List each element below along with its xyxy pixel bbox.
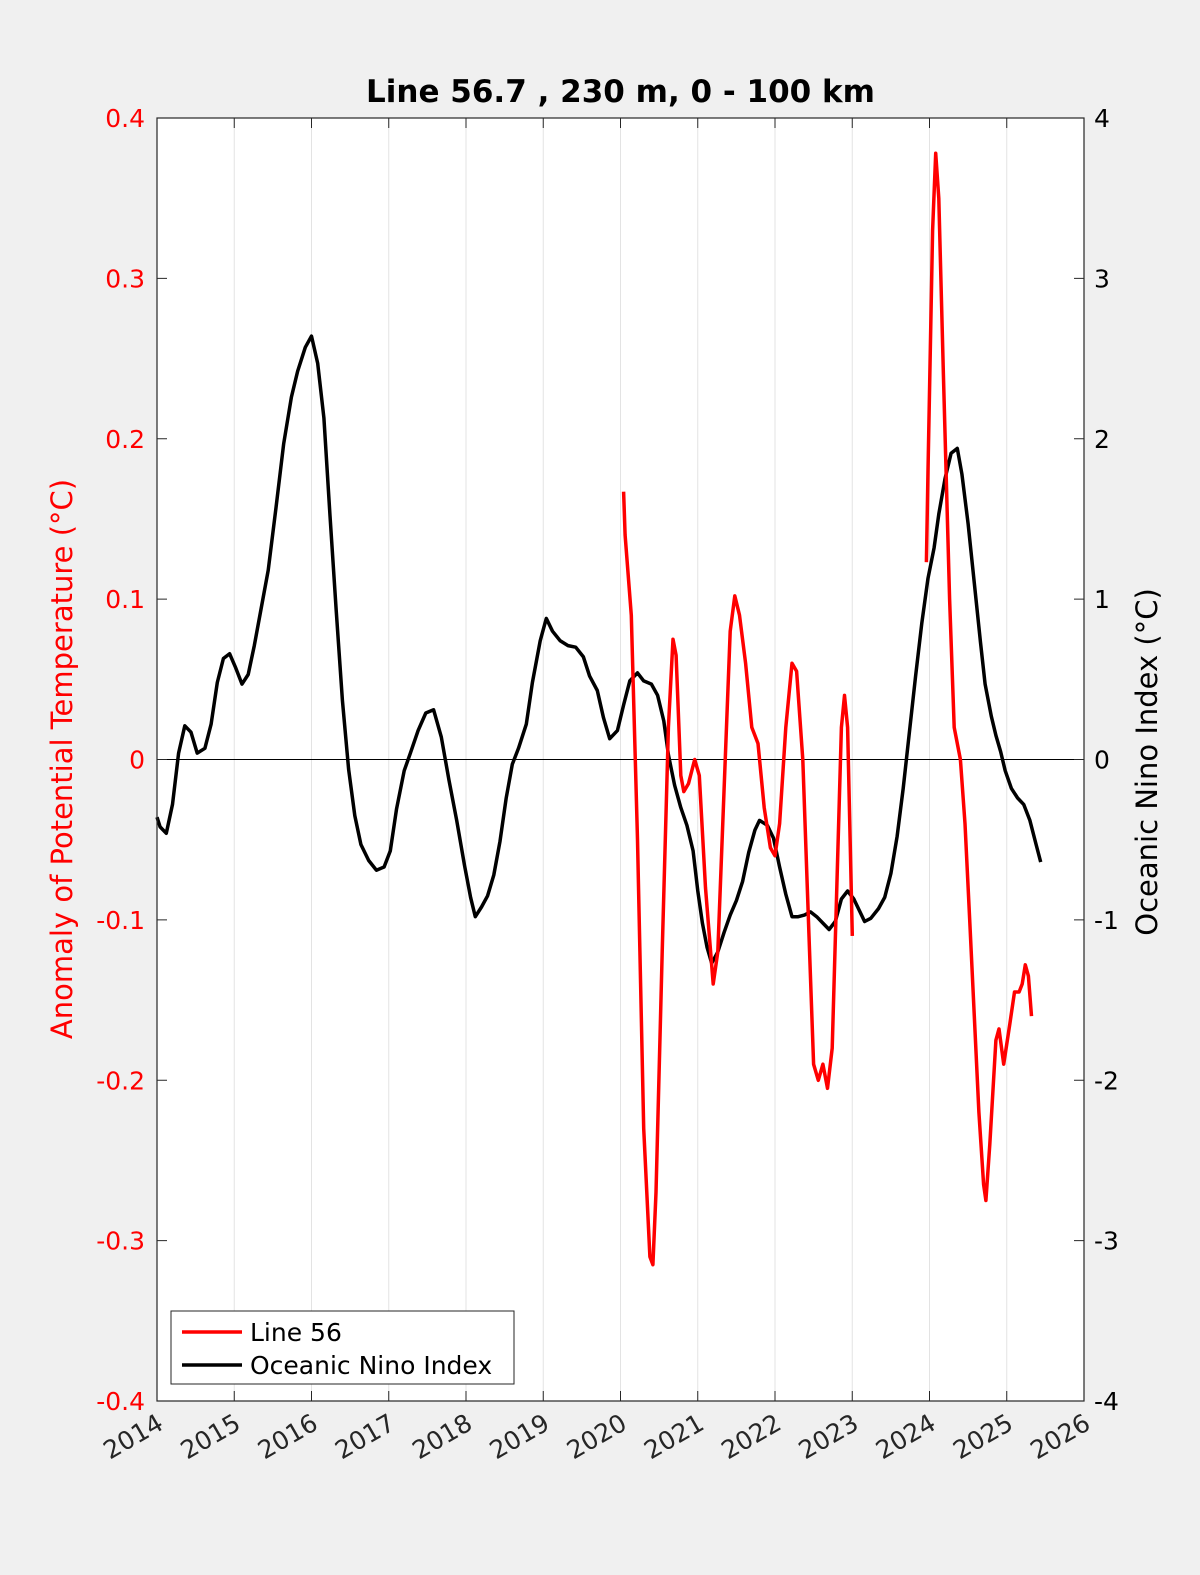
y-tick-label-right: 1: [1094, 585, 1110, 614]
y-tick-label-left: -0.4: [96, 1387, 145, 1416]
y-tick-label-right: 4: [1094, 104, 1110, 133]
y-tick-label-right: -3: [1094, 1227, 1119, 1256]
y-tick-label-left: 0.1: [105, 585, 145, 614]
legend: Line 56 Oceanic Nino Index: [170, 1310, 515, 1385]
y-tick-label-right: -4: [1094, 1387, 1119, 1416]
series-line-oni: [155, 334, 1043, 965]
chart-title: Line 56.7 , 230 m, 0 - 100 km: [366, 74, 875, 110]
legend-box: [170, 1310, 515, 1385]
y-tick-label-left: -0.1: [96, 906, 145, 935]
y-tick-label-left: 0: [129, 746, 145, 775]
legend-label-oni: Oceanic Nino Index: [250, 1351, 492, 1380]
y-tick-label-left: -0.2: [96, 1066, 145, 1095]
y-tick-label-left: -0.3: [96, 1227, 145, 1256]
legend-label-line56: Line 56: [250, 1318, 342, 1347]
y-axis-label-right: Oceanic Nino Index (°C): [1130, 588, 1164, 936]
y-tick-label-right: -2: [1094, 1066, 1119, 1095]
y-tick-label-left: 0.2: [105, 425, 145, 454]
y-tick-label-left: 0.3: [105, 264, 145, 293]
y-tick-label-right: 3: [1094, 264, 1110, 293]
y-tick-label-left: 0.4: [105, 104, 145, 133]
y-tick-label-right: 0: [1094, 746, 1110, 775]
y-tick-label-right: -1: [1094, 906, 1119, 935]
y-axis-label-left: Anomaly of Potential Temperature (°C): [45, 479, 79, 1039]
series-layer: [155, 151, 1043, 1267]
y-tick-label-right: 2: [1094, 425, 1110, 454]
series-line-line56: [621, 491, 855, 1267]
series-line-line56: [924, 151, 1034, 1203]
